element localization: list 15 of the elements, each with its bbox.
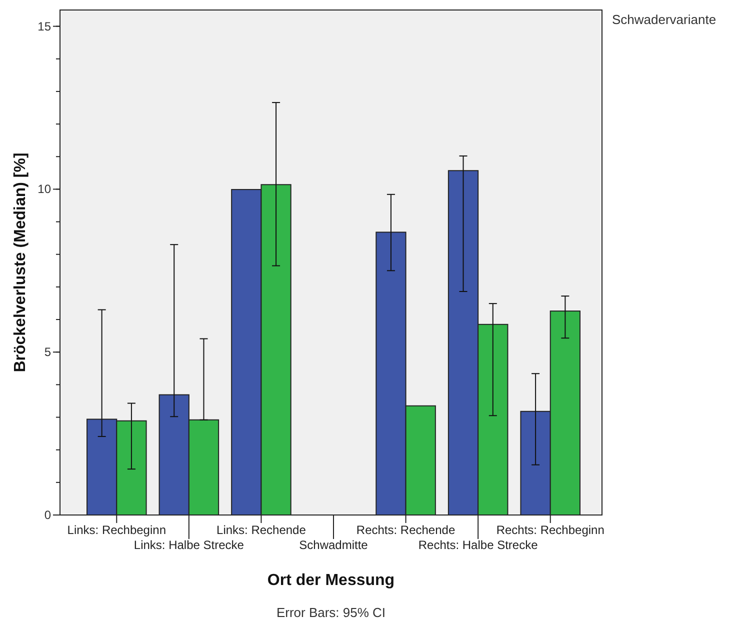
y-tick-label: 15: [38, 19, 52, 34]
x-axis-title: Ort der Messung: [267, 572, 395, 589]
x-tick-label: Rechts: Rechende: [356, 523, 456, 537]
y-axis-title: Bröckelverluste (Median) [%]: [12, 152, 29, 372]
y-tick-label: 0: [44, 508, 52, 522]
x-tick-label: Links: Rechbeginn: [67, 523, 166, 537]
y-tick-label: 10: [38, 182, 52, 196]
x-tick-label: Rechts: Rechbeginn: [496, 523, 604, 537]
x-tick-label: Links: Halbe Strecke: [134, 538, 244, 552]
legend-title: Schwadervariante: [612, 12, 716, 27]
x-tick-label: Schwadmitte: [299, 538, 368, 552]
x-tick-label: Links: Rechende: [216, 523, 306, 537]
x-tick-label: Rechts: Halbe Strecke: [418, 538, 538, 552]
y-tick-label: 5: [44, 345, 52, 360]
text: Error Bars: 95% CI: [276, 605, 386, 620]
